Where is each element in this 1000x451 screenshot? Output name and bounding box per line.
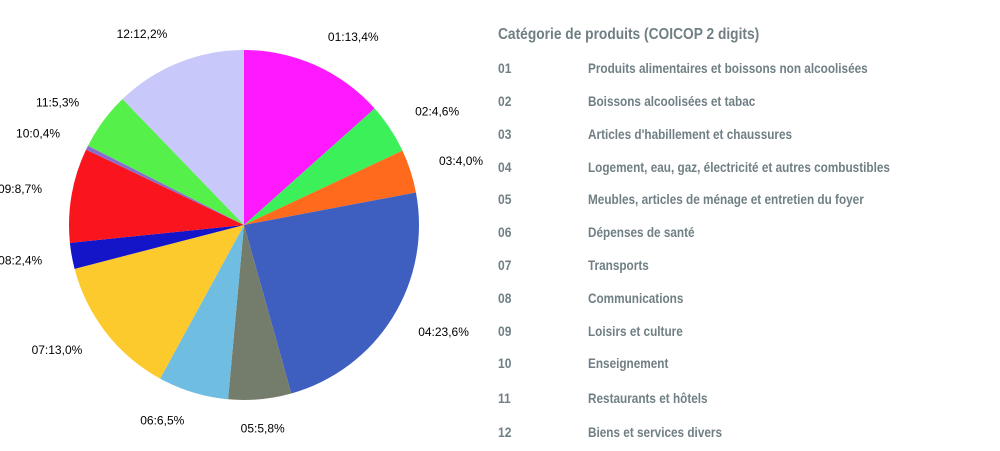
pie-slice-label: 03:4,0% (439, 154, 483, 168)
legend-item-code: 12 (498, 424, 512, 440)
legend-item-name: Logement, eau, gaz, électricité et autre… (588, 159, 890, 175)
legend-item-name: Boissons alcoolisées et tabac (588, 93, 756, 109)
pie-slice-label: 05:5,8% (241, 421, 285, 435)
pie-slice-label: 09:8,7% (0, 182, 42, 196)
pie-slice-09 (68, 149, 244, 243)
legend-item-code: 04 (498, 159, 512, 175)
pie-slice-label: 04:23,6% (418, 325, 469, 339)
legend-item-name: Transports (588, 257, 649, 273)
pie-slice-04 (244, 192, 420, 394)
pie-slice-05 (228, 225, 292, 400)
pie-slice-07 (74, 225, 244, 379)
pie-slice-label: 02:4,6% (415, 104, 459, 118)
legend-title: Catégorie de produits (COICOP 2 digits) (498, 26, 760, 43)
pie-chart-area: 01:13,4% 02:4,6% 03:4,0% 04:23,6% 05:5,8% 06:… (0, 0, 490, 451)
pie-slice-label: 10:0,4% (16, 127, 60, 141)
pie-slice-10 (86, 145, 244, 225)
legend-item-code: 11 (498, 390, 511, 406)
pie-slice-02 (244, 108, 403, 225)
legend-item-code: 06 (498, 224, 512, 240)
legend-item-code: 05 (498, 191, 512, 207)
legend-item-code: 08 (498, 290, 512, 306)
pie-slice-label: 08:2,4% (0, 253, 43, 267)
legend-item-name: Loisirs et culture (588, 323, 683, 339)
pie-slice-label: 06:6,5% (140, 413, 184, 427)
pie-slice-12 (122, 50, 244, 225)
legend-item-name: Produits alimentaires et boissons non al… (588, 60, 868, 76)
legend-item-name: Communications (588, 290, 684, 306)
legend-item-code: 02 (498, 93, 512, 109)
legend-item-name: Biens et services divers (588, 424, 723, 440)
legend-item-code: 10 (498, 355, 512, 371)
pie-slice-label: 12:12,2% (117, 27, 168, 41)
pie-slice-label: 01:13,4% (328, 30, 379, 44)
pie-slice-label: 11:5,3% (36, 95, 79, 109)
legend-item-code: 03 (498, 126, 512, 142)
pie-slice-03 (244, 150, 416, 225)
legend-item-name: Articles d'habillement et chaussures (588, 126, 793, 142)
legend-item-name: Restaurants et hôtels (588, 390, 708, 406)
legend-item-name: Dépenses de santé (588, 224, 695, 240)
legend-item-name: Meubles, articles de ménage et entretien… (588, 191, 864, 207)
legend: Catégorie de produits (COICOP 2 digits) … (498, 22, 998, 440)
legend-item-name: Enseignement (588, 355, 669, 371)
pie-slice-label: 07:13,0% (32, 343, 83, 357)
pie-chart: 01:13,4% 02:4,6% 03:4,0% 04:23,6% 05:5,8% 06:… (0, 27, 483, 435)
legend-item-code: 01 (498, 60, 512, 76)
legend-item-code: 07 (498, 257, 512, 273)
pie-slice-06 (160, 225, 244, 400)
pie-slice-01 (244, 50, 375, 225)
pie-slice-08 (69, 225, 244, 269)
legend-item-code: 09 (498, 323, 512, 339)
pie-slice-11 (87, 99, 245, 225)
